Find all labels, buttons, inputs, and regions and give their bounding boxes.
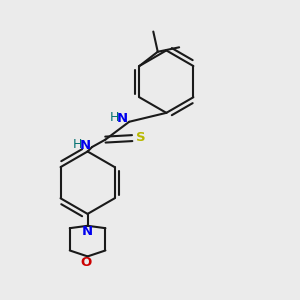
Text: O: O <box>80 256 92 269</box>
Text: S: S <box>136 131 145 144</box>
Text: N: N <box>80 139 91 152</box>
Text: H: H <box>73 138 83 151</box>
Text: N: N <box>117 112 128 125</box>
Text: H: H <box>110 111 120 124</box>
Text: N: N <box>82 225 93 238</box>
